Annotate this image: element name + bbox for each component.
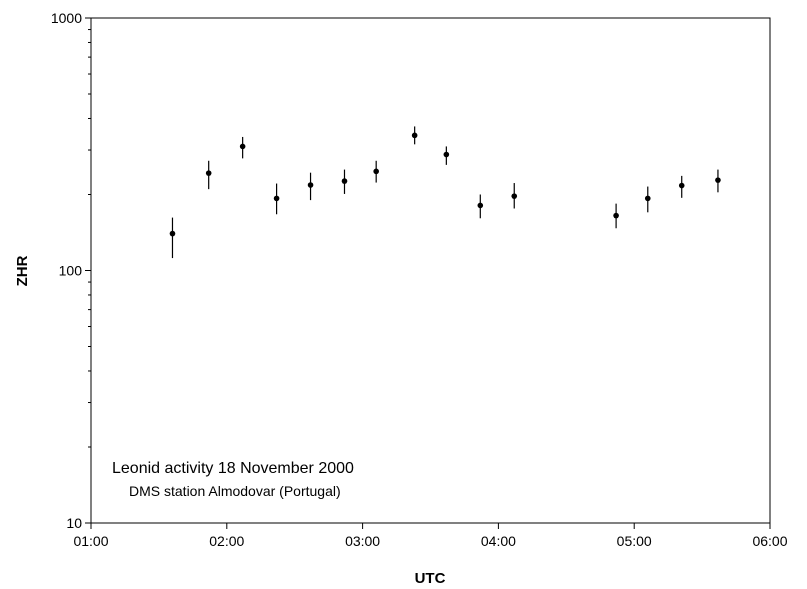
x-tick-label: 05:00 bbox=[617, 533, 652, 549]
annotation-title: Leonid activity 18 November 2000 bbox=[112, 460, 354, 477]
data-point bbox=[307, 182, 314, 188]
data-point bbox=[239, 143, 246, 150]
data-point bbox=[678, 182, 685, 189]
x-tick-label: 01:00 bbox=[73, 533, 108, 549]
x-tick-label: 02:00 bbox=[209, 533, 244, 549]
y-tick-label: 10 bbox=[66, 515, 82, 531]
y-tick-label: 1000 bbox=[51, 10, 82, 26]
data-point bbox=[273, 195, 280, 202]
x-tick-label: 04:00 bbox=[481, 533, 516, 549]
x-tick-label: 06:00 bbox=[752, 533, 787, 549]
data-point bbox=[169, 230, 176, 237]
data-point bbox=[411, 132, 418, 139]
plot-area bbox=[90, 17, 771, 524]
data-point bbox=[443, 151, 450, 158]
data-point bbox=[715, 177, 721, 183]
data-point bbox=[613, 212, 619, 219]
y-tick-label: 100 bbox=[59, 263, 83, 279]
data-point bbox=[373, 168, 379, 175]
x-axis-title: UTC bbox=[415, 570, 446, 587]
annotation-station: DMS station Almodovar (Portugal) bbox=[129, 483, 341, 499]
y-axis-title: ZHR bbox=[14, 255, 31, 286]
data-point bbox=[644, 195, 651, 202]
data-point bbox=[205, 170, 212, 176]
data-point bbox=[477, 202, 484, 209]
x-tick-label: 03:00 bbox=[345, 533, 380, 549]
data-point bbox=[511, 193, 518, 199]
data-point bbox=[341, 178, 348, 184]
